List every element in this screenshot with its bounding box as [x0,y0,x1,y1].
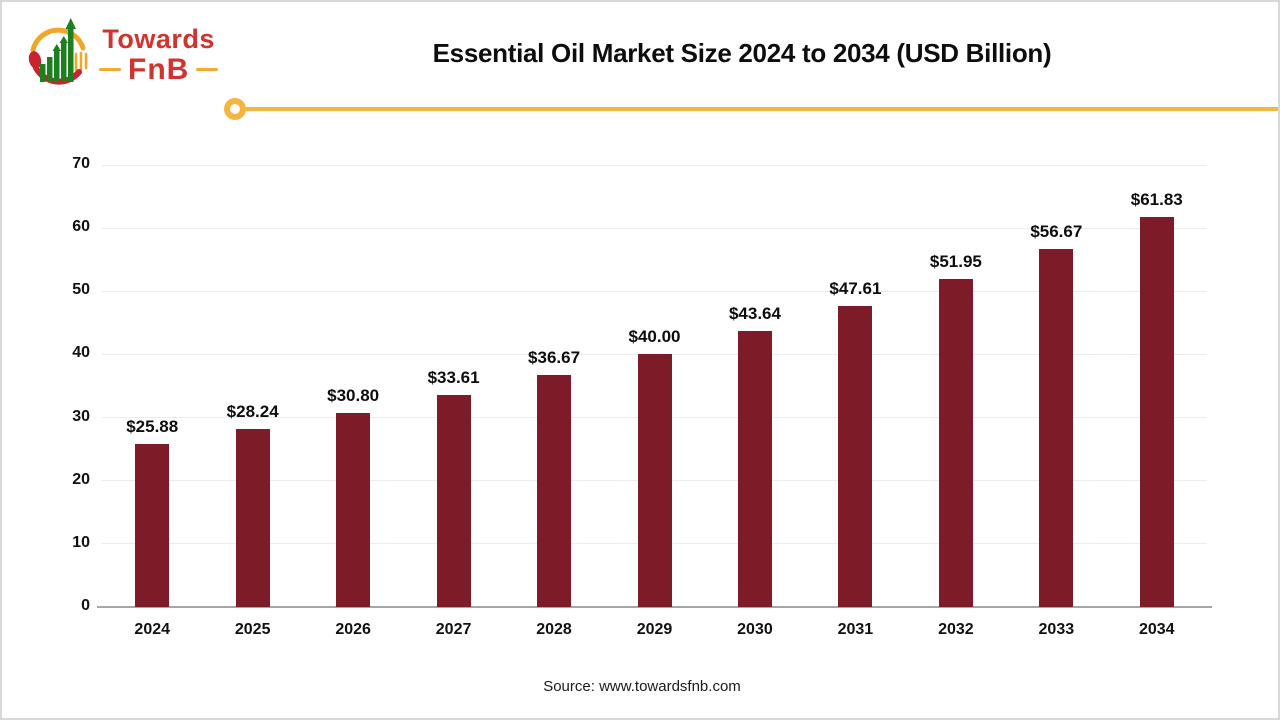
y-tick-label: 30 [72,407,90,425]
source-caption: Source: www.towardsfnb.com [543,678,741,695]
y-tick-label: 40 [72,344,90,362]
x-tick-label: 2027 [435,621,472,638]
x-tick-label: 2029 [636,621,673,638]
x-tick-label: 2026 [335,621,371,638]
x-axis-line [97,606,1212,608]
x-tick-label: 2034 [1138,621,1175,638]
bar [1139,216,1174,607]
gridline [102,227,1207,229]
bar [537,375,572,607]
logo-dash-right [196,68,219,72]
bar-value-label: $25.88 [126,416,179,436]
x-tick-label: 2033 [1038,621,1075,638]
x-tick-label: 2025 [234,621,271,638]
bar-value-label: $56.67 [1030,222,1083,242]
growth-bars-icon [40,18,76,82]
x-tick-label: 2032 [938,621,974,638]
x-tick-label: 2028 [536,621,572,638]
bar [637,354,672,607]
bar [938,278,973,607]
title-divider-line [246,107,1278,111]
y-tick-label: 50 [72,281,90,299]
bar-value-label: $33.61 [427,367,480,387]
bar-value-label: $28.24 [226,401,279,421]
spoon-icon [28,51,42,69]
gridline [102,164,1207,166]
page-title: Essential Oil Market Size 2024 to 2034 (… [432,38,1052,68]
bar [336,412,371,607]
bar-value-label: $43.64 [728,304,781,324]
title-divider-ring-icon [224,98,246,120]
logo-word-fnb: FnB [128,52,190,86]
bar [135,443,170,607]
y-tick-label: 10 [72,533,90,551]
bar-value-label: $36.67 [528,348,581,368]
bar [436,394,471,607]
bar-value-label: $51.95 [929,251,982,271]
bar [235,428,270,607]
bar [1039,249,1074,607]
brand-logo: Towards FnB [27,16,219,94]
logo-word-towards: Towards [102,24,215,55]
x-tick-label: 2030 [737,621,773,638]
x-tick-label: 2024 [134,621,171,638]
brand-logo-text: Towards FnB [99,24,219,86]
y-tick-label: 60 [72,218,90,236]
bar-value-label: $30.80 [327,385,380,405]
bar-value-label: $61.83 [1130,189,1183,209]
bar [737,331,772,607]
bar-value-label: $40.00 [628,327,681,347]
y-tick-label: 0 [81,597,90,614]
logo-dash-left [99,68,121,72]
bar-value-label: $47.61 [829,279,882,299]
y-tick-label: 70 [72,155,90,172]
brand-logo-mark-icon [28,18,88,85]
fork-icon [74,51,88,72]
y-tick-label: 20 [72,470,90,488]
gridline [102,290,1207,292]
bar [838,306,873,607]
x-tick-label: 2031 [837,621,874,638]
